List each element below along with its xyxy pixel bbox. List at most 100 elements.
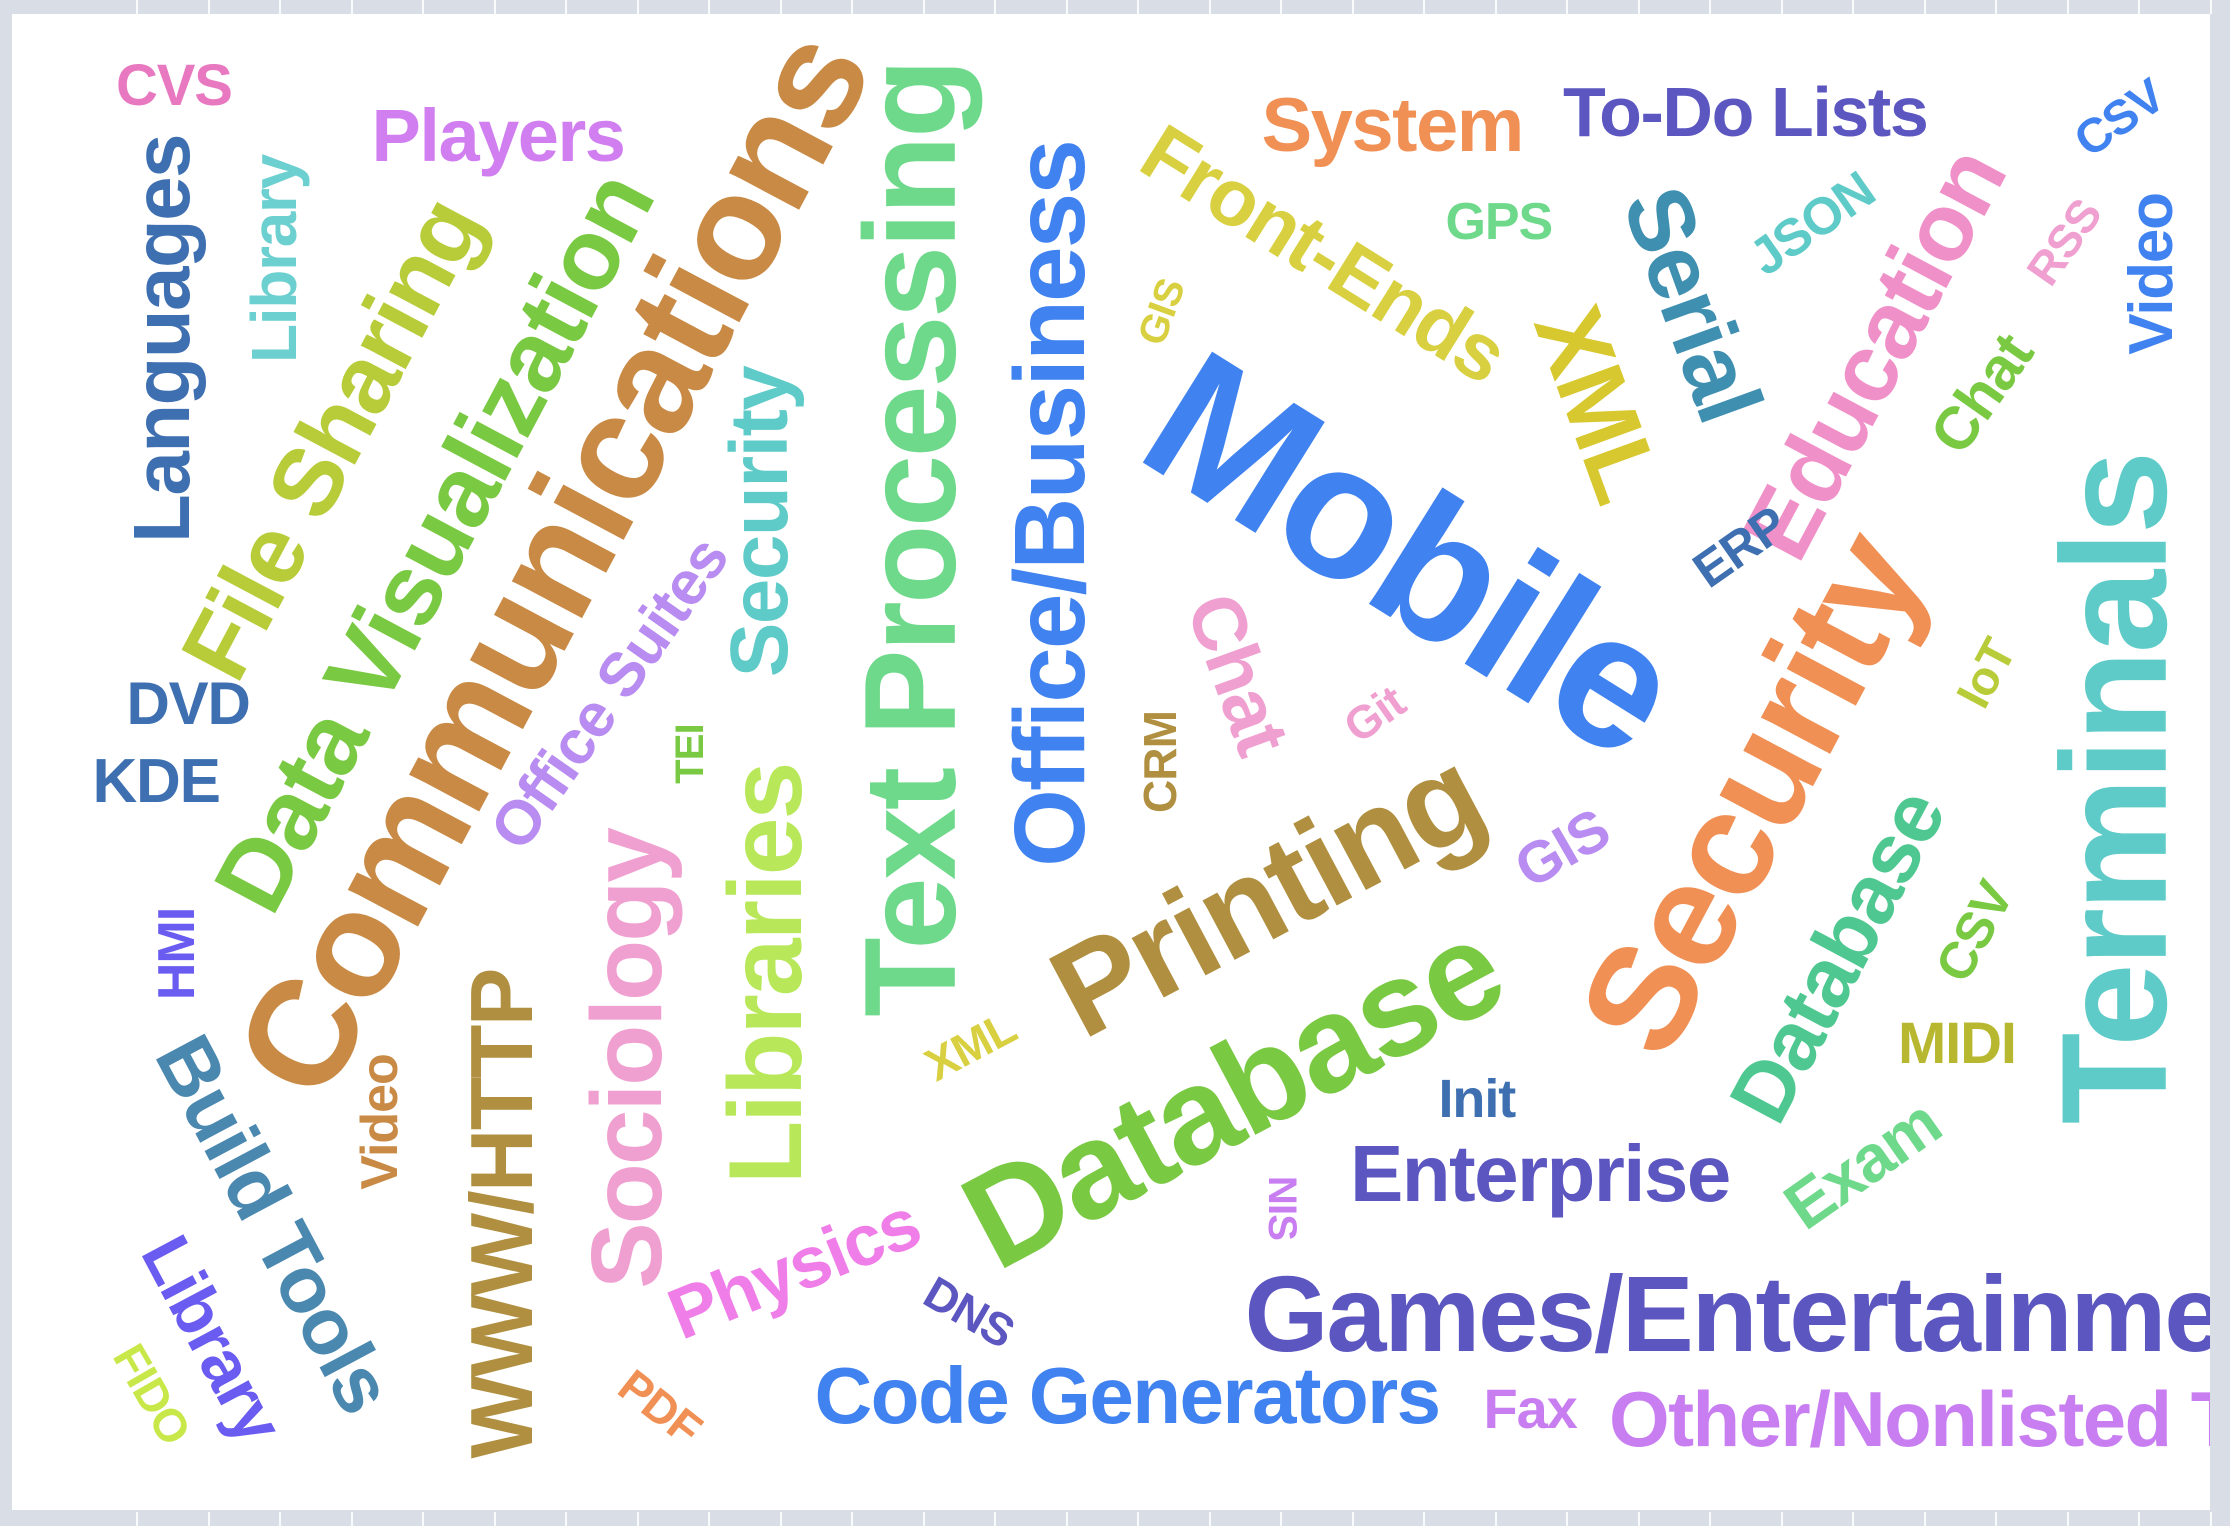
word-cloud-canvas: CVS Languages Library Players File Sharing Da…	[12, 14, 2210, 1510]
edge-tick	[1423, 0, 1425, 14]
cloud-word[interactable]: Enterprise	[1350, 1129, 1731, 1218]
edge-tick	[565, 1512, 567, 1526]
cloud-word[interactable]: GPS	[1445, 193, 1554, 251]
cloud-word[interactable]: Security	[714, 366, 806, 678]
cloud-word[interactable]: Games/Entertainment	[1244, 1253, 2211, 1374]
edge-tick	[2067, 0, 2069, 14]
cloud-word[interactable]: HMI	[148, 907, 207, 1001]
edge-tick	[1566, 0, 1568, 14]
cloud-word[interactable]: KDE	[92, 747, 221, 816]
edge-tick	[1495, 0, 1497, 14]
cloud-word[interactable]: CSV	[2065, 69, 2175, 168]
cloud-word[interactable]: Physics	[657, 1182, 931, 1356]
edge-tick	[1852, 0, 1854, 14]
cloud-word[interactable]: Init	[1438, 1069, 1517, 1129]
edge-tick	[1066, 0, 1068, 14]
edge-tick	[208, 0, 210, 14]
edge-tick	[923, 1512, 925, 1526]
cloud-word[interactable]: TEI	[667, 724, 712, 784]
cloud-word[interactable]: Text Processing	[836, 61, 983, 1017]
edge-tick	[1709, 1512, 1711, 1526]
edge-tick	[1566, 1512, 1568, 1526]
edge-tick	[422, 0, 424, 14]
cloud-word[interactable]: Code Generators	[814, 1351, 1442, 1440]
edge-tick	[1137, 1512, 1139, 1526]
cloud-word[interactable]: Players	[371, 94, 626, 177]
cloud-word[interactable]: Video	[351, 1054, 410, 1190]
edge-tick	[923, 0, 925, 14]
cloud-word[interactable]: Git	[1334, 675, 1415, 753]
bottom-tick-strip	[0, 1512, 2230, 1526]
edge-tick	[494, 0, 496, 14]
cloud-word[interactable]: Office/Business	[993, 141, 1106, 867]
cloud-word[interactable]: Fax	[1483, 1377, 1578, 1440]
edge-tick	[1209, 0, 1211, 14]
edge-tick	[780, 0, 782, 14]
edge-tick	[780, 1512, 782, 1526]
edge-tick	[851, 1512, 853, 1526]
edge-tick	[1495, 1512, 1497, 1526]
edge-tick	[2210, 1512, 2212, 1526]
cloud-word[interactable]: System	[1261, 83, 1525, 168]
edge-tick	[1638, 1512, 1640, 1526]
edge-tick	[637, 0, 639, 14]
edge-tick	[1924, 0, 1926, 14]
edge-tick	[994, 0, 996, 14]
cloud-word[interactable]: MIDI	[1898, 1011, 2017, 1076]
cloud-word[interactable]: NIS	[1260, 1175, 1305, 1241]
cloud-word[interactable]: WWW/HTTP	[452, 969, 552, 1459]
cloud-word[interactable]: Library	[238, 154, 311, 364]
edge-tick	[1352, 0, 1354, 14]
edge-tick	[1066, 1512, 1068, 1526]
edge-tick	[2210, 0, 2212, 14]
edge-tick	[1781, 1512, 1783, 1526]
cloud-word[interactable]: Other/Nonlisted Topic	[1609, 1375, 2210, 1463]
top-tick-strip	[0, 0, 2230, 14]
edge-tick	[851, 0, 853, 14]
edge-tick	[994, 1512, 996, 1526]
cloud-word[interactable]: GIS	[1503, 796, 1620, 901]
edge-tick	[2138, 0, 2140, 14]
cloud-word[interactable]: Sociology	[570, 829, 683, 1289]
cloud-word[interactable]: GIS	[1129, 273, 1194, 351]
edge-tick	[565, 0, 567, 14]
edge-tick	[1852, 1512, 1854, 1526]
edge-tick	[279, 1512, 281, 1526]
edge-tick	[279, 0, 281, 14]
edge-tick	[1638, 0, 1640, 14]
edge-tick	[1352, 1512, 1354, 1526]
edge-tick	[637, 1512, 639, 1526]
edge-tick	[1137, 0, 1139, 14]
cloud-word[interactable]: Libraries	[707, 763, 824, 1185]
edge-tick	[1209, 1512, 1211, 1526]
edge-tick	[1995, 1512, 1997, 1526]
edge-tick	[1280, 0, 1282, 14]
cloud-word[interactable]: Languages	[116, 135, 206, 543]
edge-tick	[1995, 0, 1997, 14]
edge-tick	[708, 1512, 710, 1526]
cloud-word[interactable]: CSV	[1924, 872, 2025, 992]
edge-tick	[1423, 1512, 1425, 1526]
cloud-word[interactable]: To-Do Lists	[1563, 73, 1929, 151]
cloud-word[interactable]: RSS	[2016, 189, 2112, 295]
edge-tick	[494, 1512, 496, 1526]
edge-tick	[2138, 1512, 2140, 1526]
edge-tick	[351, 1512, 353, 1526]
cloud-word[interactable]: Chat	[1169, 582, 1306, 765]
cloud-word[interactable]: IoT	[1946, 630, 2027, 717]
cloud-word[interactable]: CRM	[1134, 711, 1186, 813]
cloud-word[interactable]: DVD	[126, 670, 251, 737]
edge-tick	[1781, 0, 1783, 14]
edge-tick	[208, 1512, 210, 1526]
cloud-word[interactable]: CVS	[116, 53, 233, 118]
edge-tick	[1280, 1512, 1282, 1526]
edge-tick	[136, 0, 138, 14]
cloud-word[interactable]: PDF	[608, 1359, 712, 1455]
edge-tick	[1924, 1512, 1926, 1526]
edge-tick	[708, 0, 710, 14]
edge-tick	[351, 0, 353, 14]
cloud-word[interactable]: Video	[2116, 193, 2186, 355]
cloud-word[interactable]: Terminals	[2029, 453, 2198, 1125]
edge-tick	[136, 1512, 138, 1526]
edge-tick	[422, 1512, 424, 1526]
